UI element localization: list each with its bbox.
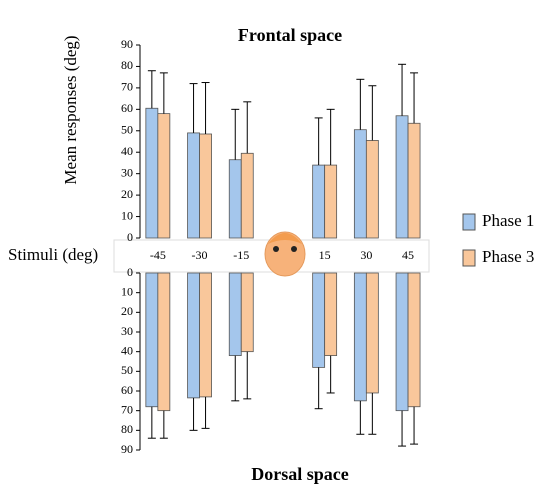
x-tick-label: -30 xyxy=(192,248,208,262)
bar xyxy=(157,272,171,412)
y-tick-label: 30 xyxy=(121,165,133,179)
y-tick-label: 40 xyxy=(121,343,133,357)
bar xyxy=(395,272,409,412)
bar xyxy=(187,272,200,399)
error-bar xyxy=(314,367,323,410)
bar xyxy=(312,164,326,239)
bar xyxy=(228,159,242,239)
bar xyxy=(365,140,379,239)
chart-title: Frontal space xyxy=(238,25,342,45)
y-tick-label: 10 xyxy=(121,284,133,298)
y-tick-label: 90 xyxy=(121,37,133,51)
x-tick-label: -15 xyxy=(233,248,249,262)
y-tick-label: 50 xyxy=(121,363,133,377)
error-bar xyxy=(326,108,335,166)
bar xyxy=(324,272,338,356)
bar xyxy=(312,272,326,368)
y-tick-label: 90 xyxy=(121,442,133,456)
y-tick-label: 0 xyxy=(127,230,133,244)
error-bar xyxy=(398,410,407,447)
y-tick-label: 80 xyxy=(121,422,133,436)
y-tick-label: 20 xyxy=(121,187,133,201)
error-bar xyxy=(159,410,168,439)
error-bar xyxy=(243,351,252,400)
y-tick-label: 50 xyxy=(121,123,133,137)
error-bar xyxy=(159,72,168,114)
x-axis-label: Stimuli (deg) xyxy=(8,245,98,264)
y-tick-label: 40 xyxy=(121,144,133,158)
error-bar xyxy=(410,72,419,124)
error-bar xyxy=(398,63,407,116)
legend-swatch xyxy=(462,249,476,267)
bar xyxy=(145,107,159,239)
x-tick-label: -45 xyxy=(150,248,166,262)
error-bar xyxy=(147,70,156,109)
bar xyxy=(228,272,242,356)
x-tick-label: 30 xyxy=(360,248,372,262)
error-bar xyxy=(189,397,198,431)
error-bar xyxy=(356,400,365,435)
head-icon xyxy=(264,231,306,277)
bar xyxy=(187,132,200,239)
error-bar xyxy=(368,85,377,141)
bar xyxy=(199,133,212,239)
y-tick-label: 20 xyxy=(121,304,133,318)
legend-label: Phase 1 xyxy=(482,211,534,230)
bar xyxy=(157,113,171,239)
error-bar xyxy=(201,396,210,429)
legend-swatch xyxy=(462,213,476,231)
error-bar xyxy=(410,406,419,445)
x-tick-label: 15 xyxy=(319,248,331,262)
y-tick-label: 30 xyxy=(121,324,133,338)
legend-label: Phase 3 xyxy=(482,247,534,266)
bar xyxy=(240,272,254,353)
bar xyxy=(324,164,338,239)
bar xyxy=(395,115,409,239)
error-bar xyxy=(147,406,156,439)
bar xyxy=(353,129,367,239)
error-bar xyxy=(356,78,365,130)
bar xyxy=(407,122,421,239)
bar xyxy=(407,272,421,408)
error-bar xyxy=(326,355,335,394)
y-tick-label: 0 xyxy=(127,265,133,279)
error-bar xyxy=(243,101,252,154)
error-bar xyxy=(368,392,377,435)
chart-title: Dorsal space xyxy=(251,464,349,484)
y-tick-label: 10 xyxy=(121,208,133,222)
y-tick-label: 80 xyxy=(121,58,133,72)
error-bar xyxy=(231,108,240,160)
bar xyxy=(240,152,254,239)
error-bar xyxy=(314,117,323,166)
y-tick-label: 60 xyxy=(121,383,133,397)
y-axis-label: Mean responses (deg) xyxy=(61,35,80,184)
bar xyxy=(145,272,159,408)
y-tick-label: 70 xyxy=(121,402,133,416)
bar xyxy=(353,272,367,402)
y-tick-label: 70 xyxy=(121,80,133,94)
bar xyxy=(199,272,212,398)
error-bar xyxy=(231,355,240,402)
x-tick-label: 45 xyxy=(402,248,414,262)
error-bar xyxy=(189,83,198,133)
bar xyxy=(365,272,379,394)
error-bar xyxy=(201,82,210,134)
y-tick-label: 60 xyxy=(121,101,133,115)
